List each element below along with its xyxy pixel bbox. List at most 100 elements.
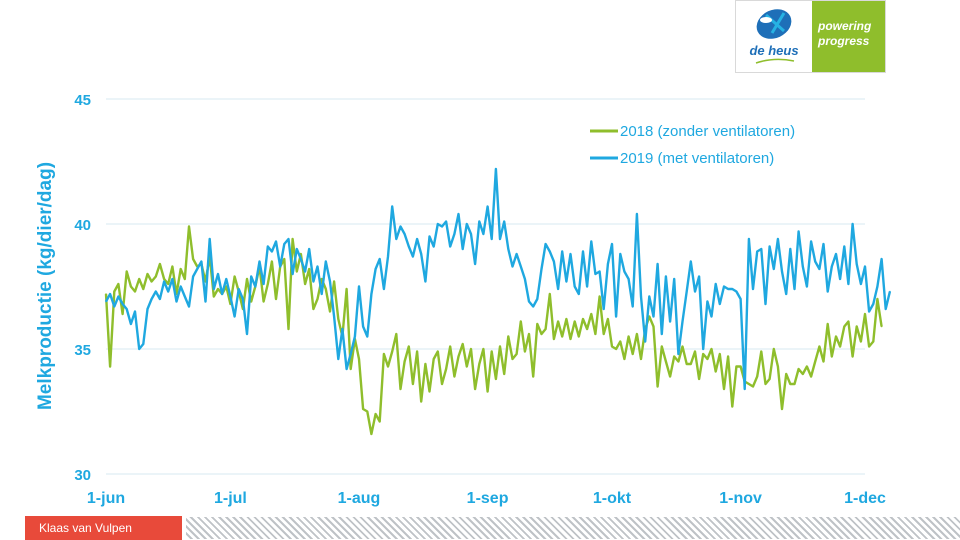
data-point (847, 283, 850, 285)
data-point (665, 275, 667, 278)
data-point (333, 280, 335, 283)
data-point (150, 298, 153, 300)
data-point (308, 248, 311, 250)
data-point (677, 360, 680, 363)
data-point (333, 315, 335, 318)
y-axis-label: Melkproductie (kg/dier/dag) (35, 162, 56, 410)
data-point (760, 350, 763, 353)
data-point (117, 295, 120, 298)
data-point (727, 288, 729, 290)
data-point (619, 253, 622, 255)
data-point (884, 308, 887, 310)
data-point (474, 388, 476, 390)
data-point (378, 258, 381, 260)
x-tick-label: 1-sep (467, 490, 509, 507)
data-point (345, 368, 348, 370)
data-point (184, 278, 186, 280)
data-point (358, 285, 360, 288)
data-point (553, 338, 555, 340)
data-point (366, 335, 369, 338)
data-point (150, 280, 153, 283)
data-point (806, 365, 808, 368)
data-point (773, 348, 775, 350)
data-point (739, 365, 742, 368)
data-point (283, 258, 286, 260)
data-point (495, 378, 497, 380)
data-point (528, 333, 530, 335)
data-point (113, 305, 116, 308)
data-point (598, 295, 601, 298)
data-point (262, 300, 265, 303)
data-point (710, 315, 713, 318)
data-point (631, 353, 634, 355)
footer-hatched-bar (186, 517, 960, 539)
data-point (453, 375, 456, 378)
data-point (437, 223, 439, 225)
data-point (370, 433, 373, 435)
data-point (735, 365, 738, 368)
data-point (860, 340, 862, 343)
data-point (320, 293, 323, 295)
data-point (420, 400, 423, 403)
data-point (167, 290, 169, 293)
data-point (358, 358, 360, 360)
data-point (163, 280, 165, 283)
data-point (267, 283, 269, 285)
data-point (810, 240, 812, 243)
data-point (511, 265, 514, 268)
data-point (652, 315, 655, 318)
data-point (213, 295, 215, 298)
data-point (105, 293, 107, 295)
data-point (773, 268, 775, 270)
x-axis: 1-jun 1-jul 1-aug 1-sep 1-okt 1-nov 1-dec (87, 490, 886, 507)
data-point (374, 268, 377, 270)
data-point (855, 263, 858, 265)
data-point (416, 238, 418, 240)
data-point (457, 213, 460, 215)
data-point (159, 298, 161, 300)
data-point (242, 298, 244, 300)
data-point (528, 300, 530, 303)
data-point (648, 315, 651, 318)
x-tick-label: 1-jun (87, 490, 125, 507)
data-point (694, 290, 696, 293)
data-point (171, 278, 174, 280)
data-point (138, 278, 140, 280)
data-point (250, 275, 252, 278)
data-point (793, 288, 796, 290)
data-point (503, 220, 506, 223)
data-point (486, 390, 489, 393)
data-point (412, 383, 414, 385)
data-point (752, 385, 754, 388)
data-point (607, 318, 609, 320)
data-point (764, 303, 767, 305)
data-point (445, 368, 447, 370)
data-point (155, 290, 157, 293)
data-point (748, 238, 750, 240)
x-tick-label: 1-nov (719, 490, 762, 507)
data-point (789, 383, 792, 385)
data-point (217, 273, 219, 275)
data-point (399, 225, 402, 228)
data-point (163, 278, 165, 280)
data-point (565, 280, 568, 283)
data-point (470, 348, 472, 350)
data-point (378, 420, 381, 423)
de-heus-logo-mark: de heus (736, 1, 812, 72)
data-point (250, 300, 252, 303)
series-line-1 (104, 167, 892, 391)
data-point (785, 373, 787, 375)
brand-logo: de heus powering progress (735, 0, 886, 73)
data-point (723, 388, 725, 390)
data-point (416, 350, 418, 353)
data-point (835, 335, 837, 338)
data-point (648, 295, 651, 298)
data-point (652, 325, 655, 328)
data-point (403, 233, 406, 235)
data-point (702, 353, 704, 355)
data-point (146, 273, 149, 275)
y-tick-label: 45 (74, 92, 91, 109)
data-point (607, 263, 609, 265)
data-point (673, 355, 675, 358)
data-point (304, 283, 306, 285)
